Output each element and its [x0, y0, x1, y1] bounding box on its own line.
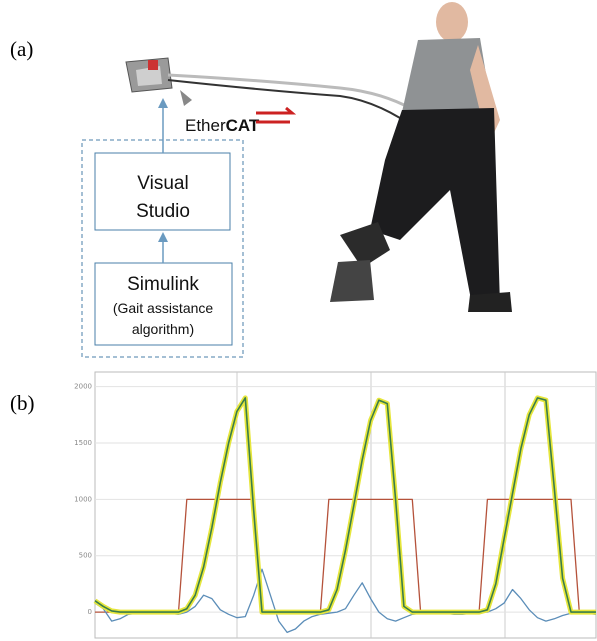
- ethercat-logo: EtherCAT: [185, 116, 260, 135]
- person-illustration: [330, 2, 512, 312]
- y-tick-label: 2000: [74, 383, 92, 391]
- y-tick-label: 1000: [74, 495, 92, 503]
- panel-label: (b): [10, 391, 35, 415]
- ethercat-bold: CAT: [226, 116, 260, 135]
- box-note: (Gait assistance: [113, 300, 214, 316]
- y-tick-label: 1500: [74, 439, 92, 447]
- box-note: algorithm): [132, 321, 194, 337]
- box-label: Simulink: [127, 274, 199, 295]
- ethercat-light: Ether: [185, 116, 226, 135]
- device-illustration: [126, 58, 410, 118]
- panel-label: (a): [10, 37, 33, 61]
- box-label: Studio: [136, 201, 190, 222]
- box-label: Visual: [137, 173, 188, 194]
- arrow-head: [158, 98, 168, 108]
- y-tick-label: 500: [79, 552, 92, 560]
- y-tick-label: 0: [88, 608, 92, 616]
- arrow-head: [158, 232, 168, 242]
- ethercat-arrows: [256, 108, 292, 122]
- figure: (a) EtherCAT Visual Studio Simulink (Gai…: [0, 0, 597, 641]
